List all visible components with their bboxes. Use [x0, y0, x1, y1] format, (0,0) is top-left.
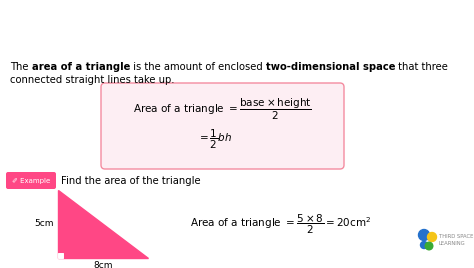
FancyBboxPatch shape	[6, 172, 56, 189]
Text: Area of a triangle $=\dfrac{5\times 8}{2}=20\mathrm{cm}^{2}$: Area of a triangle $=\dfrac{5\times 8}{2…	[190, 212, 371, 236]
Circle shape	[420, 241, 428, 248]
Text: 8cm: 8cm	[93, 261, 113, 268]
Text: that three: that three	[395, 62, 448, 72]
Text: connected straight lines take up.: connected straight lines take up.	[10, 75, 174, 85]
Text: 5cm: 5cm	[35, 219, 54, 229]
Text: Find the area of the triangle: Find the area of the triangle	[61, 176, 201, 185]
Text: THIRD SPACE
LEARNING: THIRD SPACE LEARNING	[439, 234, 474, 246]
Text: is the amount of enclosed: is the amount of enclosed	[130, 62, 266, 72]
Circle shape	[419, 229, 429, 240]
Text: two-dimensional space: two-dimensional space	[266, 62, 395, 72]
Polygon shape	[58, 253, 63, 258]
Text: Area of a Triangle: Area of a Triangle	[12, 17, 207, 35]
Text: $=\dfrac{1}{2}bh$: $=\dfrac{1}{2}bh$	[197, 128, 232, 151]
Text: area of a triangle: area of a triangle	[32, 62, 130, 72]
Circle shape	[428, 233, 437, 241]
FancyBboxPatch shape	[101, 83, 344, 169]
Text: Area of a triangle $=\dfrac{\mathrm{base}\times\mathrm{height}}{2}$: Area of a triangle $=\dfrac{\mathrm{base…	[133, 97, 312, 122]
Polygon shape	[58, 190, 148, 258]
Circle shape	[425, 242, 433, 250]
Text: The: The	[10, 62, 32, 72]
Text: ✐ Example: ✐ Example	[12, 177, 50, 184]
